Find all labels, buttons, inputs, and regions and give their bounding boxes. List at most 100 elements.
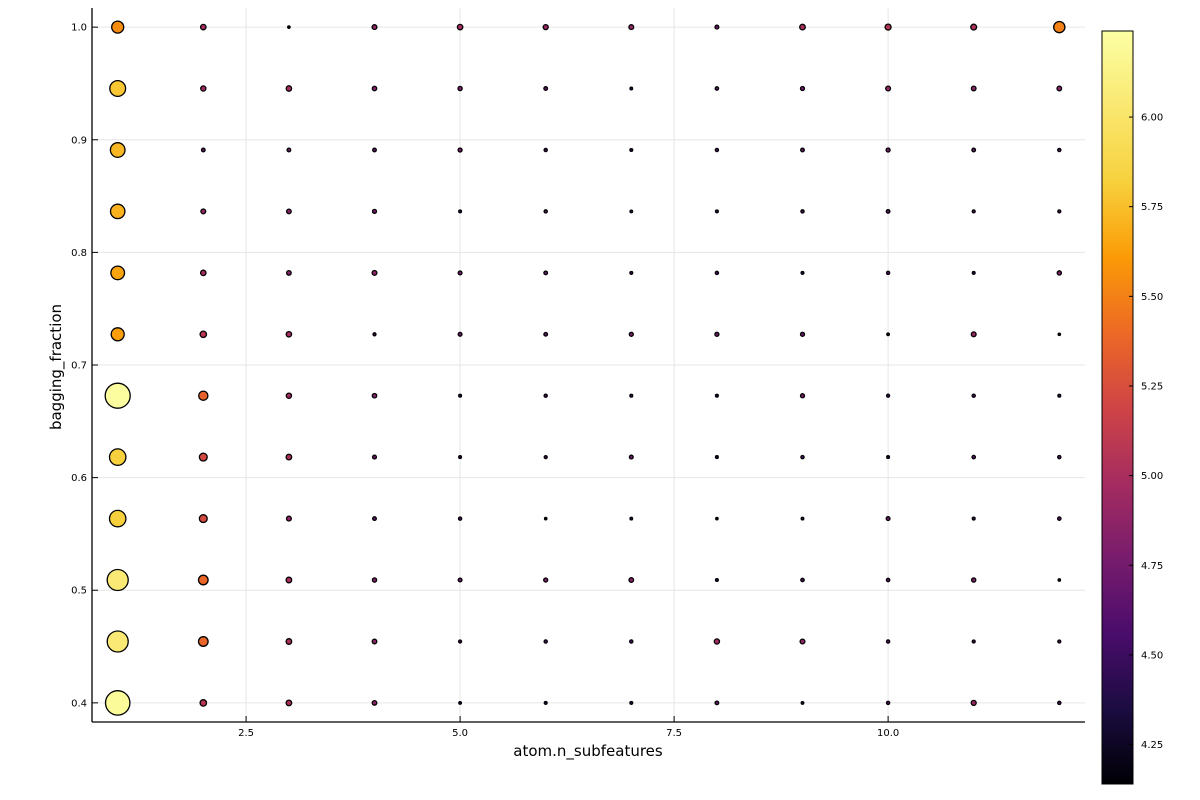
data-point (198, 390, 209, 401)
data-point (714, 86, 720, 91)
data-point (799, 393, 806, 399)
data-point (800, 577, 805, 583)
data-point (629, 393, 634, 398)
data-point (371, 392, 378, 399)
data-point (199, 330, 208, 339)
colorbar-tick-label: 4.75 (1141, 561, 1163, 572)
data-point (971, 270, 976, 275)
data-point (971, 147, 977, 153)
data-point (543, 270, 549, 276)
data-point (885, 393, 891, 398)
data-point (1056, 270, 1063, 276)
data-point (799, 638, 806, 645)
data-point (285, 638, 293, 645)
data-point (198, 452, 208, 462)
data-point (628, 331, 634, 337)
y-axis-label: bagging_fraction (47, 304, 66, 430)
data-point (800, 209, 805, 214)
data-point (885, 700, 891, 706)
data-point (287, 25, 291, 29)
data-point (199, 269, 207, 277)
colorbar: 4.25 4.50 4.75 5.00 5.25 5.50 5.75 6.00 (1101, 30, 1163, 785)
data-point (457, 270, 463, 276)
data-point (285, 85, 293, 92)
data-point (372, 516, 377, 522)
y-tick-label: 0.4 (71, 698, 87, 709)
data-point (715, 516, 719, 521)
data-point (543, 393, 548, 398)
data-point (371, 208, 378, 215)
data-point (458, 209, 463, 214)
data-point (970, 331, 977, 338)
data-point (371, 699, 378, 706)
data-point (104, 382, 131, 409)
data-point (714, 577, 719, 583)
data-point (629, 270, 634, 275)
x-tick-label: 2.5 (238, 728, 254, 739)
x-tick-label: 7.5 (666, 728, 682, 739)
y-tick-label: 0.5 (71, 586, 87, 597)
data-point (457, 577, 463, 583)
data-point (109, 79, 127, 98)
data-point (971, 209, 976, 214)
data-point (1057, 393, 1062, 398)
data-point (285, 453, 293, 461)
colorbar-tick-label: 4.25 (1141, 740, 1163, 751)
y-tick-label: 1.0 (71, 23, 87, 34)
data-point (457, 639, 463, 644)
data-point (885, 85, 892, 92)
colorbar-tick-label: 5.00 (1141, 471, 1163, 482)
data-point (885, 147, 891, 153)
data-point (110, 265, 126, 281)
data-point (285, 330, 293, 338)
y-tick-label: 0.6 (71, 473, 87, 484)
data-point (285, 392, 293, 399)
data-point (110, 327, 125, 342)
data-point (970, 85, 977, 92)
data-point (800, 270, 805, 275)
colorbar-tick-label: 6.00 (1141, 113, 1163, 124)
data-point (109, 203, 126, 220)
data-point (200, 147, 206, 153)
data-point (371, 269, 378, 276)
data-point (885, 516, 891, 522)
data-point (886, 332, 891, 337)
data-point (285, 208, 292, 215)
data-point (372, 332, 377, 337)
data-point (458, 700, 463, 705)
x-tick-label: 10.0 (877, 728, 899, 739)
y-tick-label: 0.9 (71, 135, 87, 146)
data-point (543, 700, 548, 705)
data-point (458, 393, 463, 398)
data-point (197, 574, 209, 586)
data-point (971, 516, 976, 521)
data-point (800, 147, 805, 153)
data-point (1057, 578, 1062, 582)
data-point (970, 577, 977, 583)
data-point (109, 142, 126, 158)
data-point (714, 331, 720, 337)
data-point (885, 577, 891, 583)
data-point (800, 454, 805, 460)
x-tick-label: 5.0 (452, 728, 468, 739)
colorbar-tick-labels: 4.25 4.50 4.75 5.00 5.25 5.50 5.75 6.00 (1129, 113, 1163, 751)
data-point (799, 85, 806, 92)
colorbar-tick-label: 5.25 (1141, 381, 1163, 392)
y-tick-label: 0.8 (71, 248, 87, 259)
data-point (106, 568, 129, 592)
colorbar-tick-label: 4.50 (1141, 650, 1163, 661)
colorbar-gradient (1101, 30, 1134, 785)
data-point (628, 24, 635, 31)
data-point (285, 269, 292, 276)
data-point (628, 577, 635, 583)
data-point (372, 147, 377, 153)
data-point (199, 699, 208, 707)
data-points (104, 20, 1066, 716)
data-point (457, 147, 463, 153)
data-point (971, 454, 977, 460)
data-point (458, 455, 463, 460)
data-point (457, 516, 463, 521)
data-point (285, 699, 293, 707)
data-point (200, 208, 207, 215)
